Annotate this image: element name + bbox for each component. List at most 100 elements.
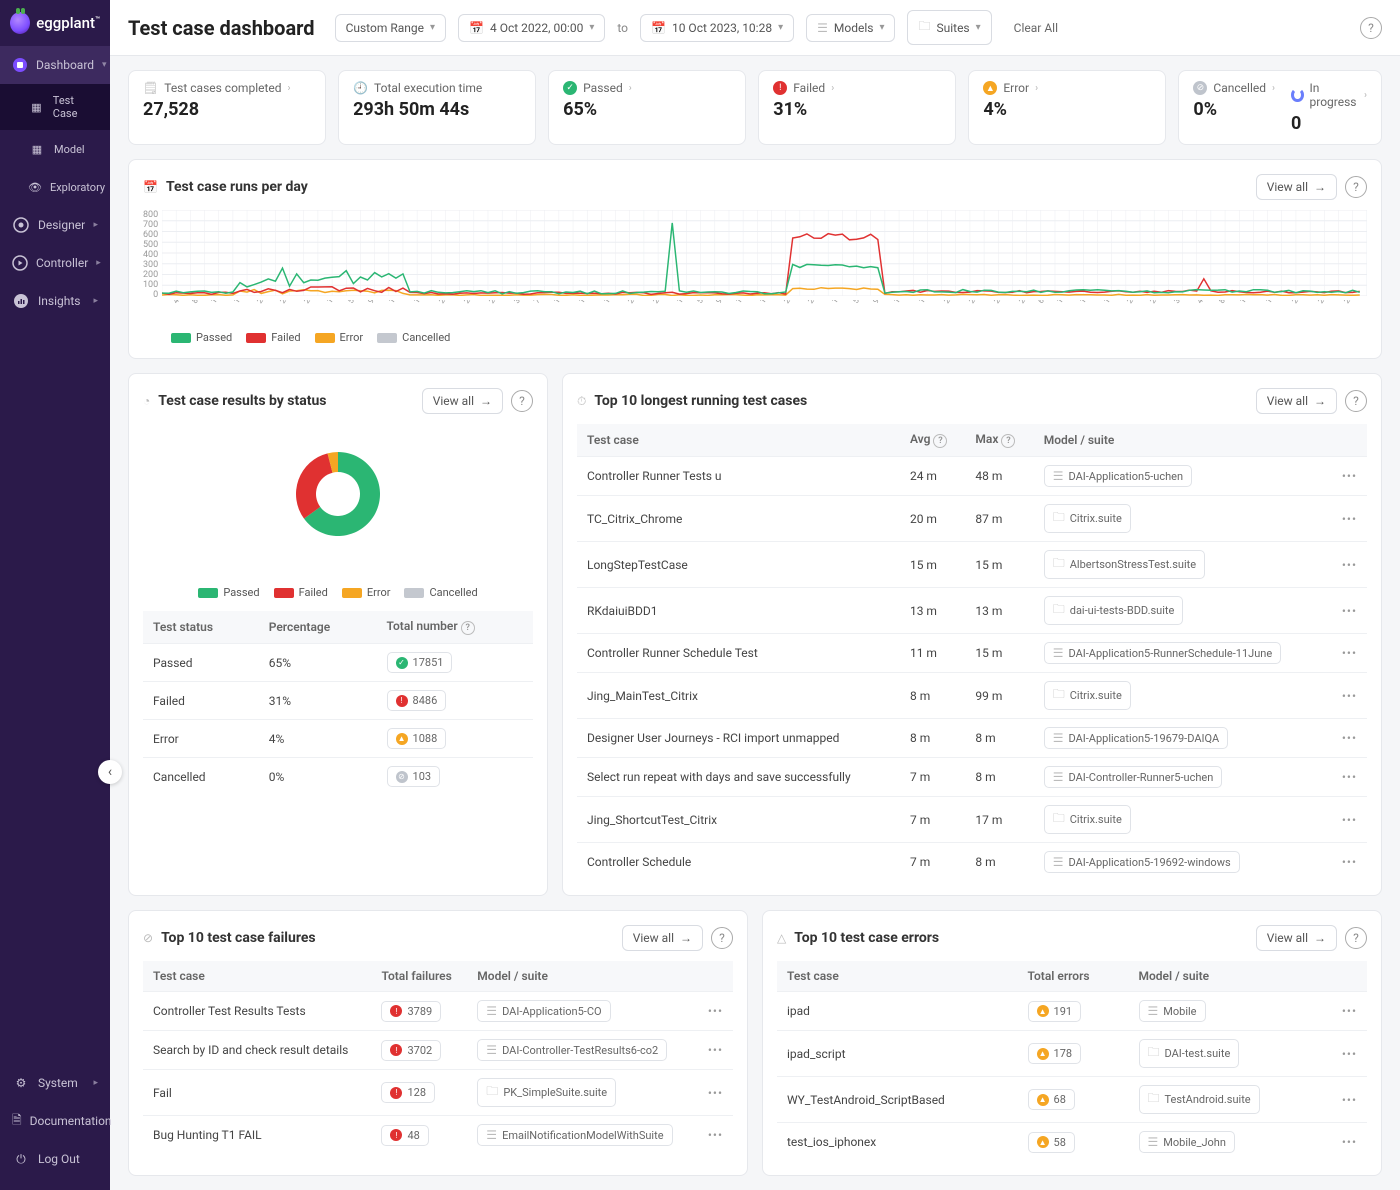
suite-icon: 🗀 [1148,1043,1160,1064]
row-menu-button[interactable]: ••• [1342,1093,1357,1107]
model-tag[interactable]: ☰DAI-Controller-TestResults6-co2 [477,1039,667,1061]
model-tag[interactable]: 🗀DAI-test.suite [1139,1039,1240,1068]
kpi-completed[interactable]: 🗒Test cases completed› 27,528 [128,70,326,145]
row-menu-button[interactable]: ••• [1342,689,1357,703]
chevron-down-icon: ▾ [778,22,783,33]
kpi-passed[interactable]: ✓Passed› 65% [548,70,746,145]
row-menu-button[interactable]: ••• [708,1043,723,1057]
range-selector[interactable]: Custom Range▾ [335,14,446,42]
row-menu-button[interactable]: ••• [1342,770,1357,784]
help-icon[interactable]: ? [711,927,733,949]
document-icon: 🗎 [12,1112,22,1130]
clear-all-button[interactable]: Clear All [1004,15,1068,41]
help-icon[interactable]: ? [1360,17,1382,39]
cell-total: !3789 [371,992,467,1031]
card-title: Top 10 longest running test cases [594,393,807,409]
kpi-error[interactable]: ▲Error› 4% [968,70,1166,145]
view-all-button[interactable]: View all → [1256,388,1337,414]
row-menu-button[interactable]: ••• [1342,1004,1357,1018]
col-case: Test case [577,424,900,457]
model-tag[interactable]: 🗀PK_SimpleSuite.suite [477,1078,616,1107]
nav-designer[interactable]: Designer ▸ [0,206,110,244]
model-tag[interactable]: 🗀AlbertsonStressTest.suite [1044,550,1205,579]
date-from[interactable]: 📅4 Oct 2022, 00:00▾ [458,14,605,42]
cell-total: ▲191 [1018,992,1129,1031]
table-row: Designer User Journeys - RCI import unma… [577,719,1367,758]
model-tag[interactable]: 🗀Citrix.suite [1044,805,1131,834]
info-icon[interactable]: ? [461,621,475,635]
model-tag[interactable]: ☰DAI-Controller-Runner5-uchen [1044,766,1223,788]
model-tag[interactable]: 🗀Citrix.suite [1044,504,1131,533]
model-tag[interactable]: ☰DAI-Application5-CO [477,1000,610,1022]
suites-filter[interactable]: 🗀Suites▾ [907,10,991,45]
row-menu-button[interactable]: ••• [1342,1047,1357,1061]
x-axis: 4 Oct8 Oct12 Oct16 Oct20 Oct24 Oct28 Oct… [171,300,1367,309]
chart-icon [12,292,30,310]
row-menu-button[interactable]: ••• [1342,855,1357,869]
help-icon[interactable]: ? [511,390,533,412]
nav-dashboard[interactable]: Dashboard ▾ [0,46,110,84]
cell-model: 🗀DAI-test.suite [1129,1031,1320,1077]
nav-system[interactable]: ⚙ System ▸ [0,1064,110,1102]
date-to[interactable]: 📅10 Oct 2023, 10:28▾ [640,14,794,42]
model-tag[interactable]: ☰DAI-Application5-19679-DAIQA [1044,727,1229,749]
info-icon[interactable]: ? [1001,434,1015,448]
row-menu-button[interactable]: ••• [1342,469,1357,483]
row-menu-button[interactable]: ••• [1342,604,1357,618]
nav-exploratory[interactable]: 👁 Exploratory [0,168,110,206]
cell-model: ☰Mobile [1129,992,1320,1031]
row-menu-button[interactable]: ••• [708,1128,723,1142]
nav-model[interactable]: ▦ Model [0,130,110,168]
view-all-button[interactable]: View all → [1256,174,1337,200]
nav-test-case[interactable]: ▦ Test Case [0,84,110,130]
info-icon[interactable]: ? [933,434,947,448]
cell-avg: 7 m [900,843,965,882]
nav-controller[interactable]: Controller ▸ [0,244,110,282]
model-tag[interactable]: ☰Mobile [1139,1000,1206,1022]
model-tag[interactable]: 🗀TestAndroid.suite [1139,1085,1260,1114]
row-menu-button[interactable]: ••• [708,1086,723,1100]
kpi-in-progress[interactable]: In progress› 0 [1291,81,1367,134]
cell-avg: 13 m [900,588,965,634]
models-filter[interactable]: ☰Models▾ [806,14,895,42]
model-tag[interactable]: ☰Mobile_John [1139,1131,1235,1153]
nav-documentation[interactable]: 🗎 Documentation [0,1102,110,1140]
model-tag[interactable]: ☰DAI-Application5-uchen [1044,465,1192,487]
collapse-sidebar-button[interactable]: ‹ [98,760,122,784]
cell-total: !3702 [371,1031,467,1070]
page-title: Test case dashboard [128,16,315,40]
row-menu-button[interactable]: ••• [1342,731,1357,745]
help-icon[interactable]: ? [1345,927,1367,949]
nav-logout[interactable]: ⏻ Log Out [0,1140,110,1178]
table-row: ipad_script ▲178 🗀DAI-test.suite ••• [777,1031,1367,1077]
kpi-failed[interactable]: !Failed› 31% [758,70,956,145]
row-menu-button[interactable]: ••• [1342,512,1357,526]
kpi-cancelled[interactable]: ⊘Cancelled› 0% [1193,81,1275,134]
row-menu-button[interactable]: ••• [1342,813,1357,827]
model-tag[interactable]: 🗀dai-ui-tests-BDD.suite [1044,596,1184,625]
model-icon: ☰ [486,1004,497,1018]
cell-case: Bug Hunting T1 FAIL [143,1116,371,1155]
row-menu-button[interactable]: ••• [1342,1135,1357,1149]
row-menu-button[interactable]: ••• [708,1004,723,1018]
view-all-button[interactable]: View all → [622,925,703,951]
chevron-right-icon: › [831,83,834,94]
model-tag[interactable]: 🗀Citrix.suite [1044,681,1131,710]
nav-label: Controller [36,256,88,270]
model-tag[interactable]: ☰DAI-Application5-19692-windows [1044,851,1240,873]
nav-insights[interactable]: Insights ▸ [0,282,110,320]
model-tag[interactable]: ☰DAI-Application5-RunnerSchedule-11June [1044,642,1282,664]
row-menu-button[interactable]: ••• [1342,646,1357,660]
model-icon: ☰ [486,1043,497,1057]
help-icon[interactable]: ? [1345,390,1367,412]
model-tag[interactable]: ☰EmailNotificationModelWithSuite [477,1124,672,1146]
view-all-button[interactable]: View all → [1256,925,1337,951]
cell-model: 🗀PK_SimpleSuite.suite [467,1070,695,1116]
help-icon[interactable]: ? [1345,176,1367,198]
table-row: Jing_ShortcutTest_Citrix 7 m 17 m 🗀Citri… [577,797,1367,843]
view-all-button[interactable]: View all → [422,388,503,414]
cell-model: ☰DAI-Application5-CO [467,992,695,1031]
chevron-right-icon: ▸ [93,296,98,306]
col-model: Model / suite [1129,961,1320,992]
row-menu-button[interactable]: ••• [1342,558,1357,572]
